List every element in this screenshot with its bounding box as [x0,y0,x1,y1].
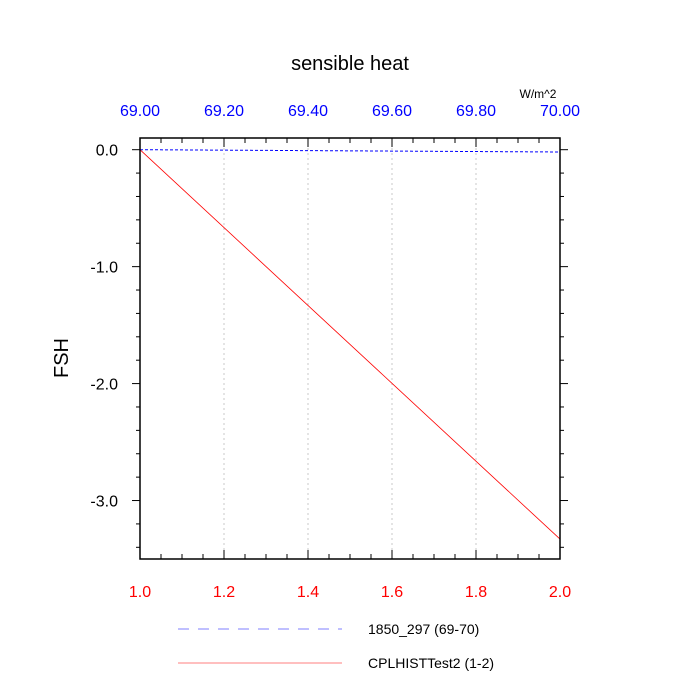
y-tick-label: -3.0 [90,494,118,511]
x-bottom-tick-label: 1.6 [381,584,403,601]
legend-label-series-2: CPLHISTTest2 (1-2) [368,655,494,671]
x-top-tick-label: 69.60 [372,103,412,120]
series-line-2 [139,149,561,540]
x-bottom-tick-label: 1.2 [213,584,235,601]
x-top-tick-label: 69.00 [120,103,160,120]
x-top-tick-label: 69.80 [456,103,496,120]
legend: 1850_297 (69-70) CPLHISTTest2 (1-2) [178,621,494,671]
series-lines [139,149,561,540]
x-bottom-tick-label: 1.0 [129,584,151,601]
x-top-tick-label: 69.20 [204,103,244,120]
y-axis: 0.0 -1.0 -2.0 -3.0 [90,143,140,548]
x-axis-bottom: 1.0 1.2 1.4 1.6 1.8 2.0 [129,550,571,601]
x-bottom-tick-label: 1.4 [297,584,319,601]
x-axis-top: 69.00 69.20 69.40 69.60 69.80 70.00 [120,103,580,147]
x-bottom-tick-label: 1.8 [465,584,487,601]
x-top-tick-label: 70.00 [540,103,580,120]
y-axis-right-ticks [560,149,568,548]
units-label: W/m^2 [520,87,557,101]
x-bottom-tick-label: 2.0 [549,584,571,601]
x-top-tick-label: 69.40 [288,103,328,120]
plot-frame [139,137,561,560]
y-tick-label: -2.0 [90,377,118,394]
legend-label-series-1: 1850_297 (69-70) [368,621,479,637]
series-line-1 [139,149,561,153]
y-tick-label: 0.0 [96,143,118,160]
y-tick-label: -1.0 [90,260,118,277]
y-axis-label: FSH [51,338,73,378]
chart-title: sensible heat [291,53,409,75]
grid-lines [223,138,477,559]
